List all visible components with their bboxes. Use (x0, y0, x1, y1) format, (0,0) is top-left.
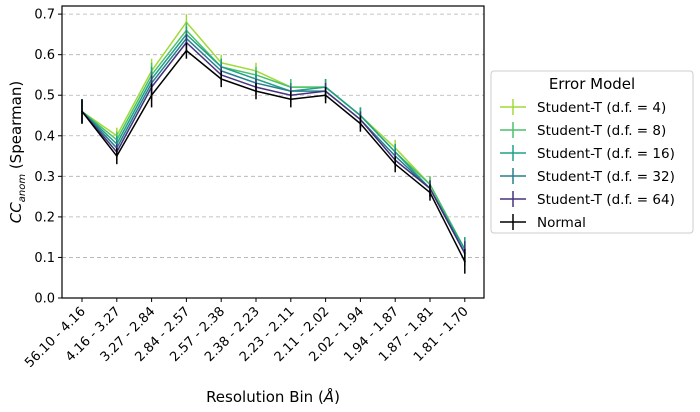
legend-item: Normal (500, 214, 586, 231)
legend-item: Student-T (d.f. = 16) (500, 145, 675, 162)
legend-label: Student-T (d.f. = 16) (537, 146, 675, 162)
legend-label: Student-T (d.f. = 32) (537, 169, 675, 185)
series-line (81, 37, 466, 254)
y-tick-label: 0.3 (34, 170, 55, 185)
data-point (463, 260, 466, 263)
y-tick-label: 0.1 (34, 251, 55, 266)
y-axis: 0.0 0.1 0.2 0.3 0.4 0.5 0.6 0.7 (34, 8, 62, 307)
data-point (81, 110, 83, 113)
y-tick-label: 0.0 (34, 292, 55, 307)
legend-item: Student-T (d.f. = 32) (500, 168, 675, 185)
data-point (289, 98, 292, 101)
series-line (81, 21, 466, 250)
data-point (185, 49, 188, 52)
series-line (81, 33, 466, 250)
data-point (150, 94, 153, 97)
y-tick-label: 0.4 (34, 129, 55, 144)
data-point (324, 94, 327, 97)
legend-label: Student-T (d.f. = 64) (537, 192, 675, 208)
series-line (81, 49, 466, 262)
plot-frame (61, 5, 485, 299)
series-3 (81, 30, 466, 266)
series-layer (81, 14, 466, 274)
series-1 (81, 22, 466, 262)
x-axis-label: Resolution Bin (Å) (206, 387, 340, 406)
series-line (81, 41, 466, 254)
data-point (429, 191, 431, 194)
legend-label: Student-T (d.f. = 8) (537, 123, 666, 139)
legend: Error Model Student-T (d.f. = 4) Student-… (490, 70, 694, 234)
legend-item: Student-T (d.f. = 8) (500, 122, 666, 139)
series-line (81, 29, 466, 250)
data-point (220, 78, 223, 80)
y-tick-label: 0.6 (34, 48, 55, 63)
y-tick-label: 0.7 (34, 8, 55, 23)
series-4 (81, 34, 466, 266)
data-point (255, 90, 257, 93)
data-point (359, 122, 362, 125)
data-point (115, 155, 118, 158)
legend-item: Student-T (d.f. = 4) (500, 99, 666, 116)
series-2 (81, 26, 466, 262)
series-5 (81, 42, 466, 274)
data-point (394, 163, 397, 166)
legend-item: Student-T (d.f. = 64) (500, 191, 675, 208)
y-axis-label: CCanom (Spearman) (7, 81, 28, 223)
series-0 (81, 14, 466, 262)
x-axis: 56.10 - 4.164.16 - 3.273.27 - 2.842.84 -… (22, 298, 472, 371)
legend-title: Error Model (549, 75, 635, 93)
legend-label: Normal (537, 215, 586, 231)
legend-label: Student-T (d.f. = 4) (537, 100, 666, 116)
y-tick-label: 0.2 (34, 210, 55, 225)
legend-frame (490, 70, 694, 234)
y-tick-label: 0.5 (34, 89, 55, 104)
